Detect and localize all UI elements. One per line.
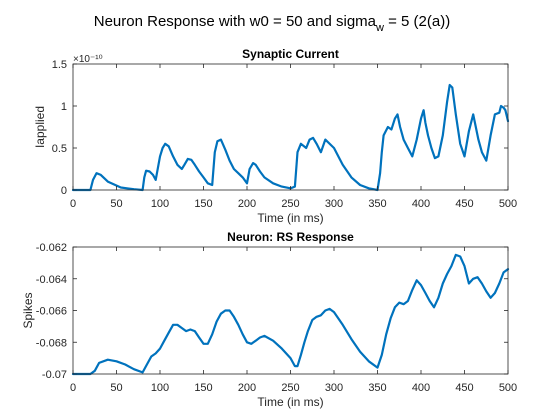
synaptic-current-ytick-label: 0.5 bbox=[52, 143, 67, 155]
synaptic-current-xtick-label: 500 bbox=[499, 198, 517, 210]
figure-title-main: Neuron Response with w0 = 50 and sigma bbox=[94, 13, 377, 30]
synaptic-current-xtick-label: 150 bbox=[194, 198, 212, 210]
synaptic-current-xtick-label: 300 bbox=[325, 198, 343, 210]
figure-title-tail: = 5 (2(a)) bbox=[384, 13, 450, 30]
rs-response-ytick-label: -0.068 bbox=[36, 337, 67, 349]
synaptic-current-series-line bbox=[71, 83, 510, 192]
rs-response-ytick-label: -0.064 bbox=[36, 274, 67, 286]
rs-response-xtick-label: 150 bbox=[194, 382, 212, 394]
synaptic-current-chart: 0 50 100 150 200 250 300 350 400 450 500 0 0.5 1 1.5 Sy… bbox=[33, 47, 517, 225]
synaptic-current-xtick-label: 250 bbox=[281, 198, 299, 210]
synaptic-current-xtick-label: 450 bbox=[455, 198, 473, 210]
rs-response-ylabel: Spikes bbox=[21, 292, 35, 328]
rs-response-xtick-label: 100 bbox=[151, 382, 169, 394]
synaptic-current-xtick-label: 100 bbox=[151, 198, 169, 210]
rs-response-plot-area bbox=[73, 247, 508, 374]
rs-response-xtick-label: 50 bbox=[110, 382, 122, 394]
synaptic-current-xtick-label: 400 bbox=[412, 198, 430, 210]
synaptic-current-plot-area bbox=[73, 64, 508, 190]
synaptic-current-ytick-label: 1 bbox=[61, 101, 67, 113]
rs-response-xtick-label: 400 bbox=[412, 382, 430, 394]
synaptic-current-xtick-label: 350 bbox=[368, 198, 386, 210]
rs-response-xlabel: Time (in ms) bbox=[257, 395, 323, 409]
rs-response-series-line bbox=[71, 253, 510, 376]
synaptic-current-xtick-label: 50 bbox=[110, 198, 122, 210]
rs-response-xtick-label: 450 bbox=[455, 382, 473, 394]
rs-response-xtick-label: 200 bbox=[238, 382, 256, 394]
rs-response-xtick-label: 300 bbox=[325, 382, 343, 394]
synaptic-current-ytick-label: 0 bbox=[61, 185, 67, 197]
synaptic-current-xtick-label: 0 bbox=[70, 198, 76, 210]
synaptic-current-ylabel: Iapplied bbox=[33, 106, 47, 148]
rs-response-xtick-label: 350 bbox=[368, 382, 386, 394]
synaptic-current-exponent-label: ×10⁻¹⁰ bbox=[73, 54, 103, 65]
rs-response-xtick-label: 0 bbox=[70, 382, 76, 394]
rs-response-ytick-label: -0.062 bbox=[36, 242, 67, 254]
rs-response-ytick-label: -0.066 bbox=[36, 306, 67, 318]
rs-response-xtick-label: 500 bbox=[499, 382, 517, 394]
synaptic-current-title: Synaptic Current bbox=[242, 47, 339, 61]
synaptic-current-xlabel: Time (in ms) bbox=[257, 211, 323, 225]
rs-response-chart: 0 50 100 150 200 250 300 350 400 450 500 -0.07 -0.06… bbox=[21, 230, 517, 409]
rs-response-title: Neuron: RS Response bbox=[227, 230, 354, 244]
figure-title-subscript: w bbox=[375, 22, 384, 34]
synaptic-current-ytick-label: 1.5 bbox=[52, 59, 67, 71]
rs-response-xtick-label: 250 bbox=[281, 382, 299, 394]
synaptic-current-xtick-label: 200 bbox=[238, 198, 256, 210]
rs-response-ytick-label: -0.07 bbox=[42, 369, 67, 381]
figure-title: Neuron Response with w0 = 50 and sigmaw … bbox=[94, 13, 450, 34]
